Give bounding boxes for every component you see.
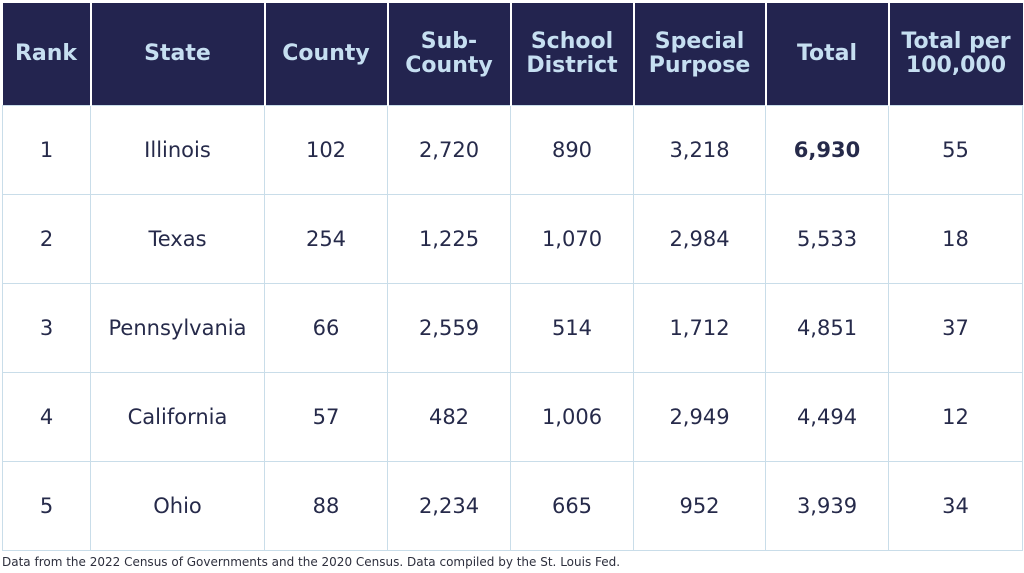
cell-county: 102 xyxy=(264,105,388,195)
column-header-county: County xyxy=(263,3,389,106)
cell-rank: 1 xyxy=(2,105,91,195)
column-header-sub-county: Sub- County xyxy=(386,3,512,106)
column-header-total: Total xyxy=(764,3,890,106)
cell-total-per-100-000: 55 xyxy=(888,105,1023,195)
cell-total-per-100-000: 12 xyxy=(888,372,1023,462)
cell-school-district: 890 xyxy=(510,105,634,195)
cell-sub-county: 482 xyxy=(387,372,511,462)
cell-rank: 3 xyxy=(2,283,91,373)
cell-school-district: 1,006 xyxy=(510,372,634,462)
cell-total-per-100-000: 37 xyxy=(888,283,1023,373)
column-header-rank: Rank xyxy=(2,3,92,106)
column-header-state: State xyxy=(89,3,266,106)
cell-special-purpose: 952 xyxy=(633,461,766,551)
cell-total: 4,494 xyxy=(765,372,889,462)
cell-county: 254 xyxy=(264,194,388,284)
cell-special-purpose: 2,949 xyxy=(633,372,766,462)
column-header-school-district: School District xyxy=(509,3,635,106)
cell-state: Illinois xyxy=(90,105,265,195)
table-row: 5 Ohio 88 2,234 665 952 3,939 34 xyxy=(2,461,1023,551)
column-header-total-per-100-000: Total per 100,000 xyxy=(887,3,1023,106)
table-body: 1 Illinois 102 2,720 890 3,218 6,930 55 2 Texas 25… xyxy=(2,105,1023,551)
cell-rank: 2 xyxy=(2,194,91,284)
cell-special-purpose: 2,984 xyxy=(633,194,766,284)
cell-total: 4,851 xyxy=(765,283,889,373)
cell-county: 66 xyxy=(264,283,388,373)
column-header-special-purpose: Special Purpose xyxy=(632,3,767,106)
table-row: 3 Pennsylvania 66 2,559 514 1,712 4,851 37 xyxy=(2,283,1023,373)
source-footnote: Data from the 2022 Census of Governments… xyxy=(2,555,621,569)
cell-state: Ohio xyxy=(90,461,265,551)
cell-rank: 5 xyxy=(2,461,91,551)
cell-total: 6,930 xyxy=(765,105,889,195)
cell-rank: 4 xyxy=(2,372,91,462)
cell-county: 57 xyxy=(264,372,388,462)
table-row: 1 Illinois 102 2,720 890 3,218 6,930 55 xyxy=(2,105,1023,195)
cell-special-purpose: 3,218 xyxy=(633,105,766,195)
cell-state: Texas xyxy=(90,194,265,284)
cell-sub-county: 2,720 xyxy=(387,105,511,195)
header-row: Rank State County Sub- County School District S… xyxy=(2,3,1023,106)
cell-total-per-100-000: 18 xyxy=(888,194,1023,284)
cell-sub-county: 2,234 xyxy=(387,461,511,551)
cell-total: 3,939 xyxy=(765,461,889,551)
table-row: 2 Texas 254 1,225 1,070 2,984 5,533 18 xyxy=(2,194,1023,284)
cell-state: Pennsylvania xyxy=(90,283,265,373)
cell-total-per-100-000: 34 xyxy=(888,461,1023,551)
cell-total: 5,533 xyxy=(765,194,889,284)
cell-sub-county: 1,225 xyxy=(387,194,511,284)
table-row: 4 California 57 482 1,006 2,949 4,494 12 xyxy=(2,372,1023,462)
cell-state: California xyxy=(90,372,265,462)
cell-school-district: 514 xyxy=(510,283,634,373)
cell-sub-county: 2,559 xyxy=(387,283,511,373)
cell-county: 88 xyxy=(264,461,388,551)
data-table: Rank State County Sub- County School District S… xyxy=(2,3,1023,551)
cell-special-purpose: 1,712 xyxy=(633,283,766,373)
cell-school-district: 1,070 xyxy=(510,194,634,284)
cell-school-district: 665 xyxy=(510,461,634,551)
